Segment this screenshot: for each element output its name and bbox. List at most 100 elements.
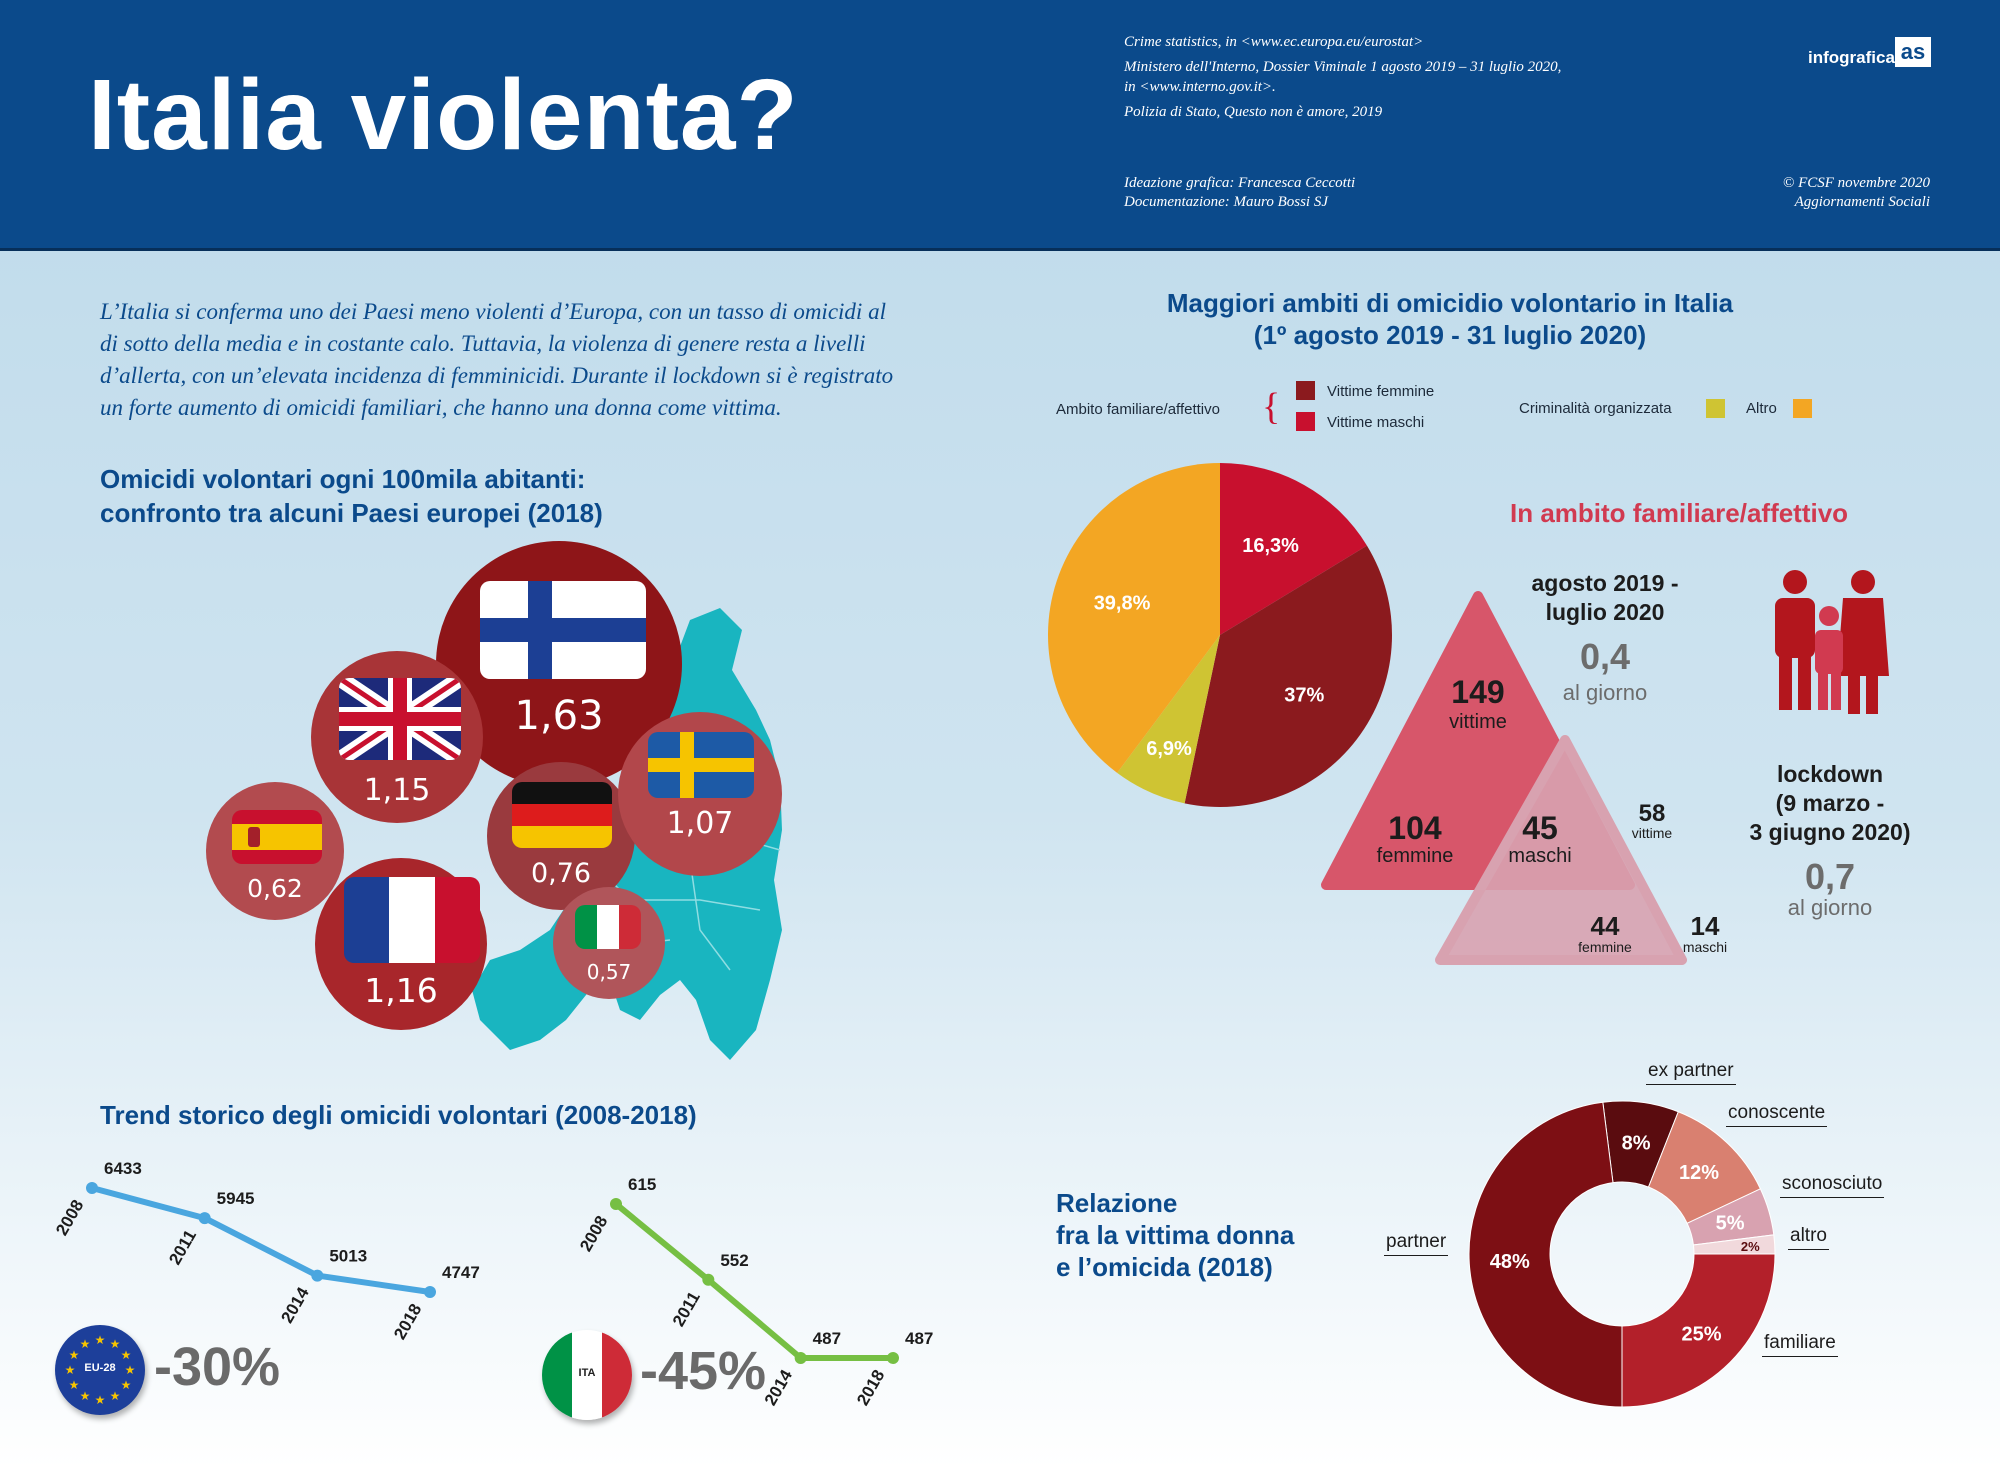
eu-point: [198, 1212, 211, 1225]
females1-value: 104: [1388, 810, 1442, 846]
donut-label-familiare: familiare: [1762, 1332, 1838, 1357]
value-france: 1,16: [364, 971, 438, 1010]
donut-label-altro: altro: [1788, 1225, 1829, 1250]
bubbles-title-line: Omicidi volontari ogni 100mila abitanti:: [100, 464, 586, 494]
credit-line: Documentazione: Mauro Bossi SJ: [1124, 194, 1328, 210]
france-flag-icon: [344, 877, 480, 963]
eu-x-tick: 2008: [52, 1197, 87, 1239]
ita-value-label: 487: [813, 1329, 841, 1348]
donut-label-ex-partner: ex partner: [1646, 1060, 1736, 1085]
victims1-value: 149: [1451, 674, 1505, 710]
donut-title-line: fra la vittima donna: [1056, 1220, 1295, 1250]
finland-flag-icon: [480, 581, 646, 679]
donut-slice: [1621, 1253, 1776, 1408]
pie-slice-label: 6,9%: [1146, 738, 1192, 760]
legend-group-label: Ambito familiare/affettivo: [1056, 401, 1220, 418]
italy-flag-icon: [575, 905, 641, 949]
rate1-value: 0,4: [1579, 636, 1631, 677]
eu-star-icon: ★: [121, 1378, 132, 1392]
eu-star-icon: ★: [110, 1389, 121, 1403]
donut-label-partner: partner: [1384, 1231, 1449, 1256]
source-line: Ministero dell'Interno, Dossier Viminale…: [1124, 59, 1562, 75]
eu-flag-icon: ★ ★ ★ ★ ★ ★ ★ ★ ★ ★ ★ ★ EU-28: [55, 1325, 145, 1415]
pie-slice-label: 39,8%: [1094, 592, 1151, 614]
trend-title: Trend storico degli omicidi volontari (2…: [100, 1100, 697, 1130]
eu-star-icon: ★: [95, 1393, 106, 1407]
pie-slice: [1117, 635, 1220, 804]
legend-male-swatch: [1296, 412, 1315, 431]
donut-slice-label: 2%: [1741, 1239, 1760, 1254]
brace-icon: {: [1262, 386, 1281, 428]
legend-organized-label: Criminalità organizzata: [1519, 400, 1672, 417]
value-italy: 0,57: [586, 960, 632, 984]
donut-slice: [1468, 1101, 1623, 1408]
uk-flag-icon: [339, 678, 461, 760]
eu-star-icon: ★: [69, 1378, 80, 1392]
value-finland: 1,63: [514, 693, 604, 739]
ita-change: -45%: [640, 1341, 767, 1401]
eu-value-label: 6433: [104, 1159, 142, 1178]
eu-point: [424, 1286, 436, 1298]
females1-label: femmine: [1376, 845, 1454, 867]
donut-title-line: e l’omicida (2018): [1056, 1252, 1273, 1282]
period1-line: agosto 2019 -: [1531, 570, 1679, 596]
ita-point: [794, 1352, 807, 1364]
eu-value-label: 5013: [329, 1247, 367, 1266]
donut-label-conoscente: conoscente: [1726, 1102, 1828, 1127]
donut-chart: 8% 12% 5% 2% 25% 48%: [1468, 1100, 1776, 1408]
legend-other-swatch: [1793, 399, 1812, 418]
triangles: [1321, 591, 1687, 965]
eu-point: [311, 1269, 324, 1282]
pie-slice: [1220, 463, 1367, 635]
eu-star-icon: ★: [110, 1337, 121, 1351]
value-spain: 0,62: [247, 874, 303, 903]
ita-point: [610, 1198, 622, 1210]
ita-value-label: 487: [905, 1329, 933, 1348]
donut-slice-label: 8%: [1622, 1132, 1651, 1154]
eu-badge-label: EU-28: [84, 1362, 116, 1374]
pie-slice-label: 16,3%: [1242, 535, 1299, 557]
pie-slice: [1184, 545, 1392, 808]
pie-slice: [1048, 463, 1220, 773]
donut-label-sconosciuto: sconosciuto: [1780, 1173, 1885, 1198]
males1-label: maschi: [1508, 845, 1572, 867]
period2-line: 3 giugno 2020): [1749, 819, 1911, 845]
victims2-value: 58: [1638, 800, 1666, 827]
period2-line: lockdown: [1776, 761, 1884, 787]
eu-star-icon: ★: [121, 1348, 132, 1362]
legend-female-label: Vittime femmine: [1327, 383, 1435, 400]
pie-chart: 16,3% 37% 6,9% 39,8%: [1048, 463, 1392, 808]
trend-chart: 6433 2008 5945 2011 5013 2014 4747 2018 615 2008 5…: [52, 1159, 933, 1409]
ita-x-tick: 2014: [761, 1366, 797, 1409]
eu-value-label: 5945: [217, 1189, 255, 1208]
pie-title-line: Maggiori ambiti di omicidio volontario i…: [1166, 288, 1734, 318]
females2-value: 44: [1590, 911, 1620, 941]
page-title: Italia violenta?: [88, 59, 799, 171]
bubbles-title-line: confronto tra alcuni Paesi europei (2018…: [100, 498, 603, 528]
eu-star-icon: ★: [65, 1363, 76, 1377]
eu-x-tick: 2011: [165, 1227, 200, 1268]
pie-title-line: (1º agosto 2019 - 31 luglio 2020): [1253, 320, 1647, 350]
source-line: Crime statistics, in <www.ec.europa.eu/e…: [1124, 34, 1424, 50]
period1-line: luglio 2020: [1545, 599, 1665, 625]
eu-star-icon: ★: [80, 1337, 91, 1351]
legend-male-label: Vittime maschi: [1327, 414, 1425, 431]
source-line: Polizia di Stato, Questo non è amore, 20…: [1124, 104, 1383, 120]
donut-slice-label: 48%: [1490, 1251, 1530, 1273]
ita-x-tick: 2008: [576, 1213, 611, 1255]
eu-series-line: [89, 1185, 433, 1295]
ita-point: [702, 1273, 715, 1286]
victims1-label: vittime: [1449, 711, 1507, 733]
source-line: in <www.interno.gov.it>.: [1124, 79, 1276, 95]
value-sweden: 1,07: [666, 806, 734, 841]
value-uk: 1,15: [363, 773, 431, 808]
males1-value: 45: [1522, 810, 1558, 846]
ita-point: [887, 1352, 899, 1364]
rate1-unit: al giorno: [1562, 680, 1648, 705]
logo-mark: as: [1895, 37, 1931, 67]
ita-series-line: [613, 1201, 896, 1361]
family-title: In ambito familiare/affettivo: [1510, 498, 1849, 528]
germany-flag-icon: [512, 782, 612, 848]
victims2-label: vittime: [1631, 825, 1673, 841]
